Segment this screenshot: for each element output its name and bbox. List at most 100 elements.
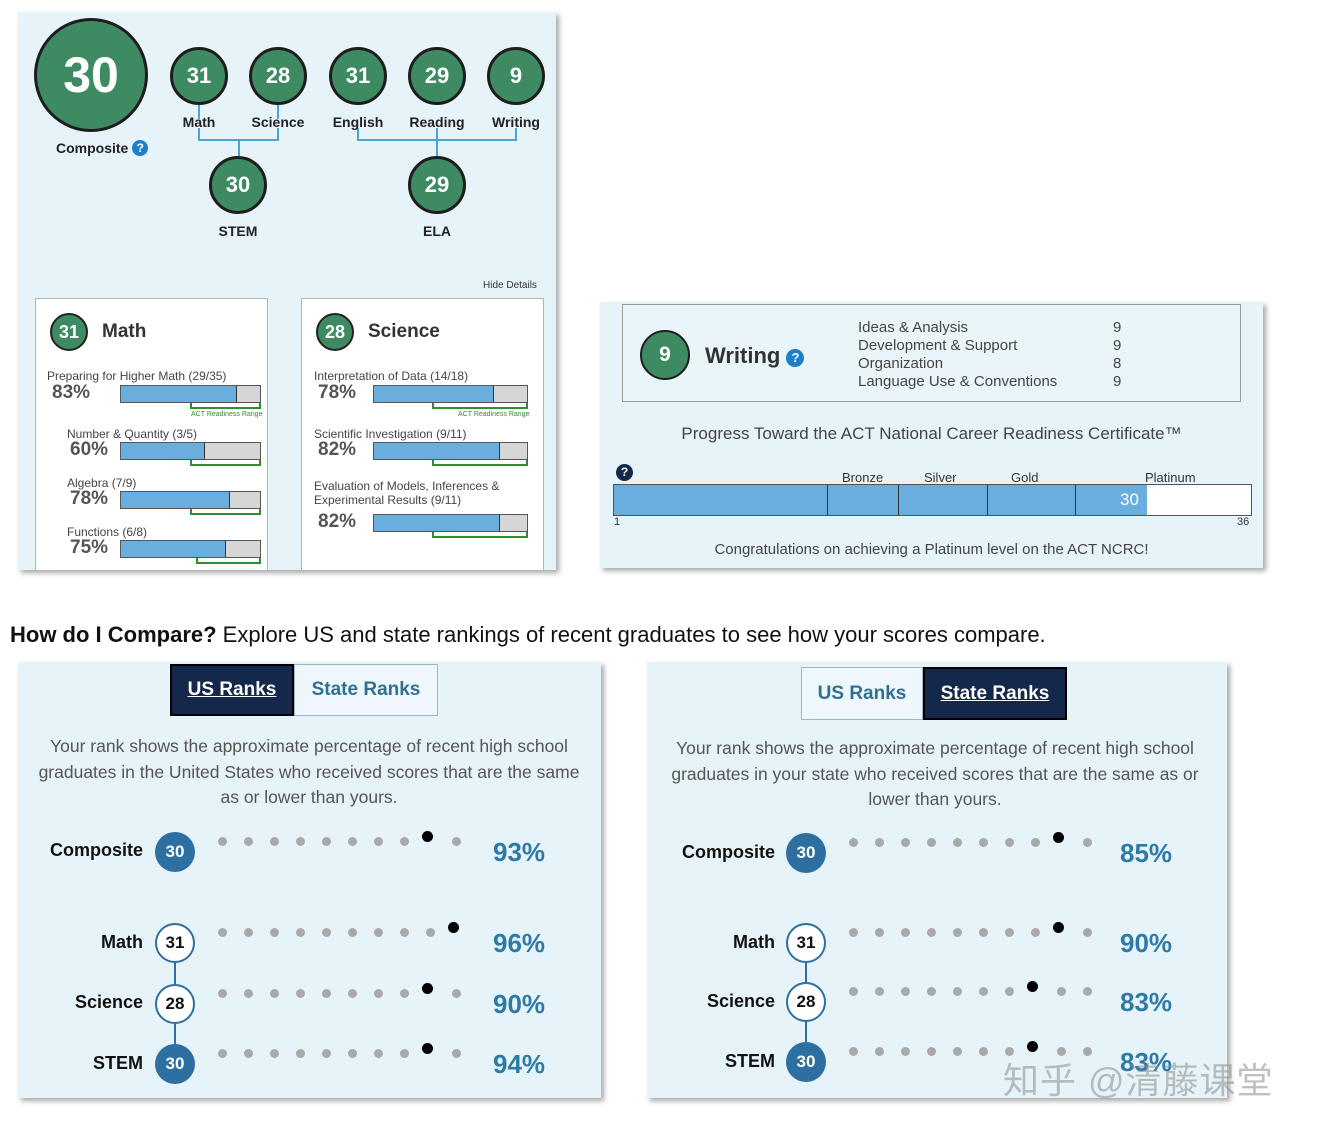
rank-percent: 96% [493, 928, 546, 958]
rank-scale-dot [348, 989, 357, 998]
rank-scale-dot [1031, 928, 1040, 937]
science-score-circle: 28 [249, 47, 307, 105]
rank-scale-dot [270, 837, 279, 846]
rank-scale-dot [927, 838, 936, 847]
math-subscore-row: Preparing for Higher Math (29/35) [47, 369, 226, 383]
rank-marker-dot [1053, 922, 1064, 933]
readiness-range-bracket [190, 403, 261, 409]
help-icon[interactable]: ? [786, 349, 805, 367]
rank-scale-dot [426, 928, 435, 937]
reading-label: Reading [409, 114, 465, 130]
rank-scale-dot [296, 837, 305, 846]
readiness-range-bracket [432, 460, 528, 466]
subscore-percent: 82% [318, 439, 357, 460]
ncrc-progress-bar: 30 [613, 484, 1252, 516]
rank-score-circle: 28 [155, 984, 195, 1024]
watermark-text: 知乎 @清藤课堂 [1003, 1060, 1274, 1101]
readiness-range-bracket [196, 558, 261, 564]
rank-scale-dot [901, 1047, 910, 1056]
tab-state-ranks[interactable]: State Ranks [294, 664, 438, 716]
rank-scale-dot [296, 928, 305, 937]
rank-scale-dot [400, 928, 409, 937]
rank-scale-dot [875, 987, 884, 996]
subscore-name: Evaluation of Models, Inferences & [314, 479, 500, 493]
subscore-name: Functions (6/8) [67, 525, 148, 539]
rank-scale-dot [1005, 1047, 1014, 1056]
tab-us-ranks[interactable]: US Ranks [170, 664, 294, 716]
math-subscore-row: Number & Quantity (3/5) [67, 427, 197, 441]
rank-scale-dot [374, 928, 383, 937]
rank-percent: 83% [1120, 987, 1173, 1017]
rank-scale-dot [979, 838, 988, 847]
hide-details-link[interactable]: Hide Details [483, 280, 537, 291]
rank-marker-dot [422, 983, 433, 994]
readiness-range-bracket [190, 509, 261, 515]
rank-scale-dot [901, 928, 910, 937]
ncrc-segment [614, 485, 828, 515]
math-subscore-row: Functions (6/8) [67, 525, 147, 539]
rank-score-circle: 31 [155, 923, 195, 963]
ncrc-min: 1 [614, 516, 621, 528]
subscore-name: Interpretation of Data (14/18) [314, 369, 469, 383]
readiness-range-label: ACT Readiness Range [458, 411, 530, 418]
tab-state-ranks[interactable]: State Ranks [923, 667, 1067, 720]
subscore-name: Algebra (7/9) [67, 476, 137, 490]
science-card-title: Science [368, 321, 440, 342]
rank-description: Your rank shows the approximate percenta… [671, 738, 1199, 809]
writing-domain-value: 9 [1113, 337, 1122, 354]
rank-percent: 94% [493, 1049, 546, 1079]
compare-heading: How do I Compare? Explore US and state r… [10, 622, 1046, 648]
rank-scale-dot [348, 837, 357, 846]
connector-line [436, 140, 438, 156]
subscore-name: Scientific Investigation (9/11) [314, 427, 467, 441]
subscore-bar [120, 491, 261, 509]
rank-scale-dot [1005, 987, 1014, 996]
writing-domain-name: Development & Support [858, 337, 1018, 354]
connector-line [436, 128, 438, 141]
science-subscore-row: Scientific Investigation (9/11) [314, 427, 467, 441]
science-label: Science [251, 114, 305, 130]
tab-us-ranks[interactable]: US Ranks [801, 667, 923, 720]
rank-row-label: STEM [724, 1051, 775, 1071]
composite-label: Composite ? [56, 140, 149, 156]
math-card-title: Math [102, 321, 147, 342]
writing-score-circle: 9 [487, 47, 545, 105]
rank-scale-dot [979, 987, 988, 996]
composite-label-text: Composite [56, 140, 129, 156]
science-details-card: 28 Science Interpretation of Data (14/18… [301, 298, 544, 570]
rank-score-circle: 30 [155, 1044, 195, 1084]
rank-scale-dot [348, 928, 357, 937]
rank-scale-dot [452, 989, 461, 998]
rank-scale-dot [374, 989, 383, 998]
math-label: Math [182, 114, 216, 130]
rank-row-label: Math [733, 932, 775, 952]
rank-scale-dot [400, 1049, 409, 1058]
subscore-name: Number & Quantity (3/5) [67, 427, 198, 441]
connector-line [515, 128, 517, 141]
rank-marker-dot [448, 922, 459, 933]
rank-scale-dot [927, 928, 936, 937]
connector-line [198, 128, 200, 141]
rank-scale-dot [296, 989, 305, 998]
rank-scale-dot [1083, 928, 1092, 937]
rank-score-circle: 30 [786, 833, 826, 873]
writing-domain-value: 9 [1113, 319, 1122, 336]
ncrc-level-platinum: Platinum [1145, 470, 1196, 485]
connector-line [277, 105, 279, 119]
rank-scale-dot [849, 838, 858, 847]
rank-scale-dot [1005, 928, 1014, 937]
writing-title: Writing ? [705, 343, 805, 369]
ncrc-segment [899, 485, 988, 515]
english-label: English [332, 114, 384, 130]
ela-label: ELA [423, 223, 451, 239]
writing-domain-name: Ideas & Analysis [858, 319, 969, 336]
rank-scale-dot [244, 928, 253, 937]
rank-scale-dot [374, 1049, 383, 1058]
rank-scale-dot [927, 1047, 936, 1056]
rank-marker-dot [1027, 981, 1038, 992]
stem-label: STEM [218, 223, 258, 239]
help-icon[interactable]: ? [616, 464, 633, 481]
connector-line [277, 128, 279, 141]
help-icon[interactable]: ? [132, 140, 149, 156]
writing-domain-name: Language Use & Conventions [858, 373, 1058, 390]
